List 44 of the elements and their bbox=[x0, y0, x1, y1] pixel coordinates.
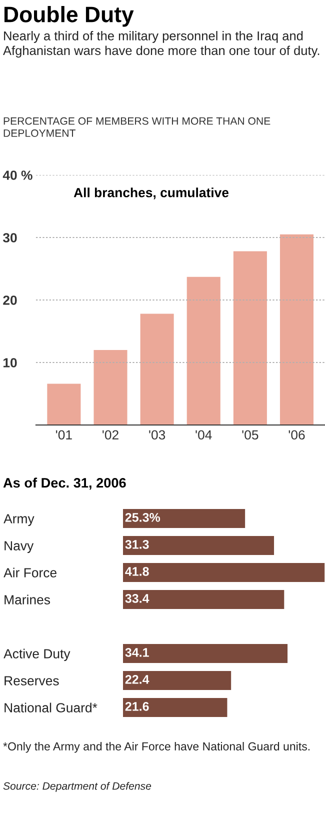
x-tick-label: '01 bbox=[56, 430, 72, 440]
chart-subtitle: Nearly a third of the military personnel in the Iraq and Afghanistan wars have done more than one tour of duty. bbox=[3, 31, 320, 58]
data-label: 31.3 bbox=[125, 540, 149, 549]
y-tick-label: Army bbox=[4, 514, 34, 526]
y-tick-label: 40 % bbox=[2, 170, 32, 180]
data-label: 41.8 bbox=[125, 567, 149, 576]
bar bbox=[123, 509, 246, 528]
bar bbox=[140, 314, 174, 425]
data-label: 22.4 bbox=[125, 675, 150, 684]
data-label: 34.1 bbox=[125, 648, 149, 657]
data-label: 25.3% bbox=[125, 513, 160, 522]
y-axis-title: PERCENTAGE OF MEMBERS WITH MORE THAN ONE DEPLOYMENT bbox=[4, 117, 270, 137]
data-label: 33.4 bbox=[125, 594, 150, 603]
x-tick-label: '02 bbox=[102, 430, 118, 440]
annotation: All branches, cumulative bbox=[74, 188, 229, 200]
bar bbox=[186, 276, 220, 425]
chart-title: As of Dec. 31, 2006 bbox=[3, 478, 126, 490]
x-tick-label: '04 bbox=[196, 430, 212, 440]
bar bbox=[47, 384, 81, 425]
x-tick-label: '03 bbox=[149, 430, 166, 440]
x-tick-label: '06 bbox=[288, 430, 305, 440]
bar bbox=[280, 234, 314, 425]
y-tick-label: 30 bbox=[2, 233, 17, 242]
y-tick-label: National Guard* bbox=[4, 702, 98, 712]
bar bbox=[123, 536, 274, 555]
data-label: 21.6 bbox=[125, 702, 149, 711]
y-tick-label: Navy bbox=[4, 541, 34, 554]
bar bbox=[123, 590, 284, 609]
bar bbox=[123, 644, 288, 663]
source-note: Source: Department of Defense bbox=[3, 782, 152, 792]
chart-title: Double Duty bbox=[4, 6, 134, 27]
bar bbox=[123, 563, 325, 582]
bar bbox=[123, 671, 232, 690]
text: *Only the Army and the Air Force have National Guard units. bbox=[3, 742, 310, 753]
bar bbox=[123, 698, 228, 717]
y-tick-label: Reserves bbox=[4, 676, 59, 686]
y-tick-label: Active Duty bbox=[4, 648, 70, 662]
y-tick-label: Air Force bbox=[4, 568, 56, 578]
bar bbox=[233, 251, 267, 425]
bar bbox=[94, 350, 128, 425]
x-tick-label: '05 bbox=[242, 430, 258, 440]
y-tick-label: 10 bbox=[4, 358, 17, 368]
y-tick-label: 20 bbox=[3, 296, 17, 305]
y-tick-label: Marines bbox=[4, 594, 50, 604]
